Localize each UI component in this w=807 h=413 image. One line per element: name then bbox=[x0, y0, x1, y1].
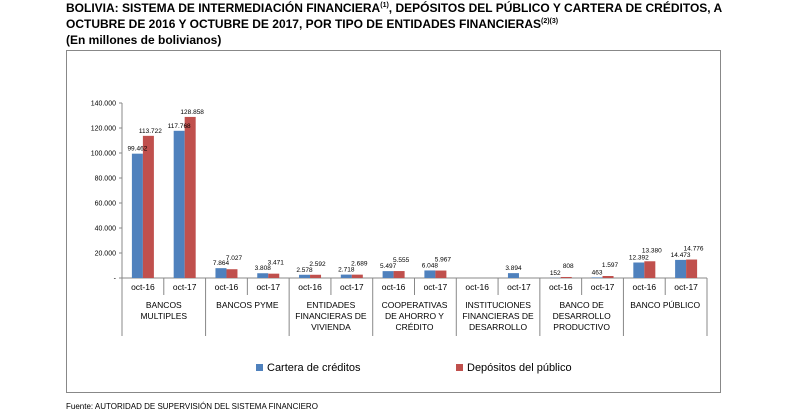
x-category-label: FINANCIERAS DE bbox=[295, 311, 367, 321]
data-label-depositos: 128.858 bbox=[180, 109, 204, 116]
x-category-label: BANCO DE bbox=[559, 300, 604, 310]
y-tick-label: 60.000 bbox=[95, 201, 117, 208]
x-category-label: DE AHORRO Y bbox=[385, 311, 444, 321]
bar-cartera bbox=[591, 277, 603, 278]
x-period-label: oct-17 bbox=[674, 282, 698, 292]
data-label-depositos: 7.027 bbox=[226, 255, 243, 262]
data-label-depositos: 2.689 bbox=[351, 261, 368, 268]
data-label-depositos: 3.471 bbox=[268, 260, 285, 267]
legend-label-cartera: Cartera de créditos bbox=[267, 362, 361, 374]
bar-cartera bbox=[507, 273, 519, 278]
source-note: Fuente: AUTORIDAD DE SUPERVISIÓN DEL SIS… bbox=[66, 402, 318, 411]
data-label-depositos: 2.592 bbox=[309, 261, 326, 268]
x-period-label: oct-17 bbox=[256, 282, 280, 292]
x-period-label: oct-16 bbox=[382, 282, 406, 292]
bar-depositos bbox=[644, 261, 656, 278]
bar-depositos bbox=[310, 274, 322, 278]
bar-depositos bbox=[226, 269, 238, 278]
bar-cartera bbox=[131, 153, 143, 278]
chart-title: BOLIVIA: SISTEMA DE INTERMEDIACIÓN FINAN… bbox=[66, 0, 801, 32]
x-period-label: oct-17 bbox=[591, 282, 615, 292]
bar-depositos bbox=[686, 259, 698, 278]
title-line-1: BOLIVIA: SISTEMA DE INTERMEDIACIÓN FINAN… bbox=[66, 1, 723, 15]
x-period-label: oct-17 bbox=[340, 282, 364, 292]
x-period-label: oct-16 bbox=[633, 282, 657, 292]
data-label-cartera: 463 bbox=[592, 269, 603, 276]
bar-cartera bbox=[675, 259, 687, 278]
x-category-label: BANCO PÚBLICO bbox=[630, 300, 700, 310]
bar-depositos bbox=[602, 276, 614, 278]
bar-depositos bbox=[393, 271, 405, 278]
x-category-label: PRODUCTIVO bbox=[553, 322, 610, 332]
bar-cartera bbox=[257, 273, 269, 278]
x-period-label: oct-17 bbox=[424, 282, 448, 292]
data-label-cartera: 117.768 bbox=[168, 123, 191, 130]
y-tick-label: 40.000 bbox=[95, 226, 117, 233]
title-line-2: OCTUBRE DE 2016 Y OCTUBRE DE 2017, POR T… bbox=[66, 17, 559, 31]
data-label-depositos: 1.597 bbox=[602, 262, 619, 269]
bar-cartera bbox=[173, 130, 185, 278]
bar-depositos bbox=[351, 274, 363, 278]
data-label-depositos: 14.776 bbox=[684, 246, 704, 253]
x-category-label: VIVIENDA bbox=[311, 322, 351, 332]
x-category-label: ENTIDADES bbox=[307, 300, 356, 310]
data-label-depositos: 13.380 bbox=[642, 247, 662, 254]
bar-cartera bbox=[424, 270, 436, 278]
x-category-label: FINANCIERAS DE bbox=[462, 311, 534, 321]
data-label-cartera: 14.473 bbox=[671, 252, 691, 259]
bar-cartera bbox=[340, 274, 352, 278]
data-label-cartera: 2.718 bbox=[338, 267, 355, 274]
y-tick-label: 140.000 bbox=[91, 101, 116, 108]
data-label-cartera: 2.578 bbox=[296, 267, 313, 274]
chart-subtitle: (En millones de bolivianos) bbox=[66, 33, 222, 47]
data-label-depositos: 5.967 bbox=[435, 257, 452, 264]
data-label-cartera: 99.462 bbox=[127, 146, 147, 153]
bar-cartera bbox=[633, 262, 645, 278]
data-label-cartera: 12.392 bbox=[629, 255, 649, 262]
x-category-label: COOPERATIVAS bbox=[382, 300, 448, 310]
bar-depositos bbox=[560, 276, 572, 278]
x-category-label: MULTIPLES bbox=[140, 311, 187, 321]
data-label-depositos: 113.722 bbox=[139, 128, 162, 135]
x-period-label: oct-17 bbox=[507, 282, 531, 292]
y-tick-label: 120.000 bbox=[91, 126, 116, 133]
x-category-label: BANCOS bbox=[146, 300, 182, 310]
x-period-label: oct-16 bbox=[131, 282, 155, 292]
bar-depositos bbox=[142, 135, 154, 278]
chart-frame bbox=[66, 50, 721, 393]
data-label-cartera: 3.808 bbox=[255, 265, 272, 272]
y-tick-label: 20.000 bbox=[95, 251, 117, 258]
x-period-label: oct-16 bbox=[298, 282, 322, 292]
data-label-depositos: 5.555 bbox=[393, 257, 410, 264]
bar-cartera bbox=[215, 268, 227, 278]
data-label-cartera: 5.497 bbox=[380, 263, 397, 270]
bar-depositos bbox=[184, 116, 196, 279]
bar-cartera bbox=[382, 271, 394, 278]
data-label-cartera: 7.864 bbox=[213, 260, 230, 267]
x-category-label: CRÉDITO bbox=[395, 322, 433, 332]
data-label-cartera: 152 bbox=[550, 270, 561, 277]
x-period-label: oct-16 bbox=[215, 282, 239, 292]
bar-depositos bbox=[268, 273, 280, 278]
x-category-label: INSTITUCIONES bbox=[465, 300, 531, 310]
x-period-label: oct-16 bbox=[465, 282, 489, 292]
data-label-depositos: 808 bbox=[563, 263, 574, 270]
data-label-cartera: 6.048 bbox=[422, 262, 439, 269]
bar-cartera bbox=[299, 274, 311, 278]
y-tick-label: 80.000 bbox=[95, 176, 117, 183]
x-category-label: BANCOS PYME bbox=[216, 300, 279, 310]
legend-swatch-depositos bbox=[456, 364, 463, 371]
bar-depositos bbox=[435, 270, 447, 278]
y-tick-label: 100.000 bbox=[91, 151, 116, 158]
legend-swatch-cartera bbox=[256, 364, 263, 371]
x-category-label: DESARROLLO bbox=[469, 322, 527, 332]
data-label-cartera: 3.894 bbox=[505, 265, 522, 272]
x-period-label: oct-17 bbox=[173, 282, 197, 292]
x-period-label: oct-16 bbox=[549, 282, 573, 292]
x-category-label: DESARROLLO bbox=[553, 311, 611, 321]
legend-label-depositos: Depósitos del público bbox=[467, 362, 572, 374]
y-tick-label: - bbox=[114, 276, 117, 283]
